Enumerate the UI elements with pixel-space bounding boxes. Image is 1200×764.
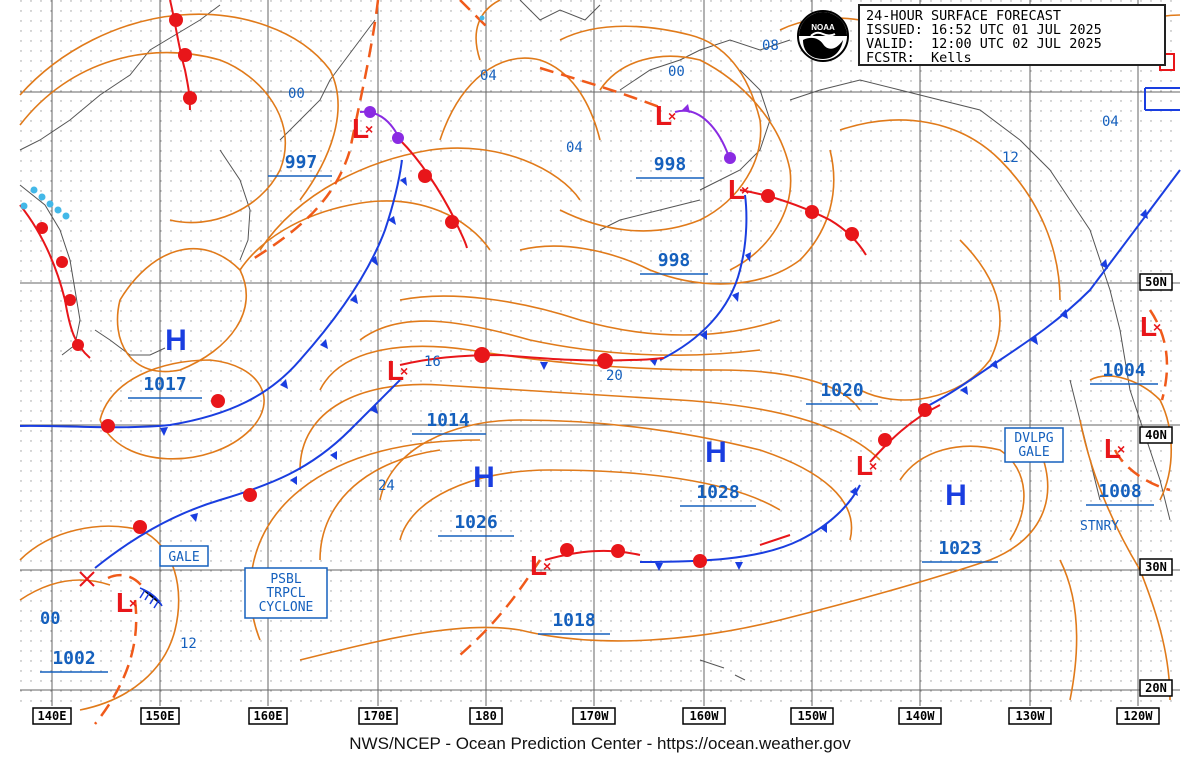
low-symbol: L	[116, 587, 133, 618]
lat-label: 50N	[1145, 275, 1167, 289]
dvlpg-gale-label: GALE	[1018, 445, 1049, 460]
isobar-label: 04	[1102, 114, 1119, 130]
gale-label: GALE	[168, 550, 199, 565]
high-pressure: 1026	[454, 512, 497, 533]
trpcl-label: TRPCL	[266, 586, 305, 601]
high-pressure: 1028	[696, 482, 739, 503]
dvlpg-label: DVLPG	[1014, 431, 1053, 446]
lon-label: 150W	[798, 709, 828, 723]
isobar-label: 08	[762, 38, 779, 54]
lat-label: 20N	[1145, 681, 1167, 695]
low-center-mark: ×	[129, 595, 137, 611]
coastlines	[19, 0, 1171, 521]
low-symbol: L	[856, 450, 873, 481]
lon-label: 160W	[690, 709, 720, 723]
low-center-mark: ×	[741, 182, 749, 198]
storm-marker	[79, 571, 95, 587]
tropical-hatch	[139, 587, 163, 609]
low-center-mark: ×	[1117, 441, 1125, 457]
low-pressure: 1018	[552, 610, 595, 631]
isobar-label: 00	[288, 86, 305, 102]
forecaster: FCSTR: Kells	[866, 50, 972, 66]
low-symbol: L	[530, 550, 547, 581]
longitude-labels: 140E 150E 160E 170E 180 170W 160W 150W 1…	[32, 707, 1160, 725]
warm-front-bumps	[36, 13, 932, 568]
psbl-label: PSBL	[270, 572, 301, 587]
low-symbol: L	[728, 174, 745, 205]
low-symbol: L	[352, 113, 369, 144]
cold-air-dots	[20, 15, 485, 220]
high-symbol: H	[473, 461, 495, 494]
forecast-title: 24-HOUR SURFACE FORECAST	[866, 8, 1062, 24]
noaa-logo: NOAA	[797, 10, 849, 62]
occluded-front-symbols	[364, 104, 736, 164]
low-symbol: L	[1140, 311, 1157, 342]
isobar-labels: 00 04 04 08 04 12 00 16 20 24 00 12	[40, 38, 1119, 652]
isobar-label: 12	[180, 636, 197, 652]
low-pressure: 1014	[426, 410, 470, 431]
troughs	[94, 0, 1171, 725]
low-center-mark: ×	[1153, 319, 1161, 335]
low-pressure: 1008	[1098, 481, 1141, 502]
lon-label: 180	[475, 709, 497, 723]
footer-credit: NWS/NCEP - Ocean Prediction Center - htt…	[349, 734, 851, 753]
valid-time: VALID: 12:00 UTC 02 JUL 2025	[866, 36, 1102, 52]
isobar-label: 00	[40, 609, 60, 629]
isobar-label: 04	[480, 68, 497, 84]
lat-label: 40N	[1145, 428, 1167, 442]
high-pressure: 1023	[938, 538, 981, 559]
isobars	[19, 0, 1181, 711]
lon-label: 150E	[146, 709, 175, 723]
low-symbol: L	[1104, 433, 1121, 464]
high-symbol: H	[705, 436, 727, 469]
stationary-front-segment	[759, 534, 791, 546]
lon-label: 130W	[1016, 709, 1046, 723]
low-centers: L × 997 L × 998 L × 998 L × 1014 L × 101…	[40, 100, 1161, 673]
high-centers: H 1017 H 1026 H 1028 H 1023	[128, 324, 998, 563]
forecast-info-box: 24-HOUR SURFACE FORECAST ISSUED: 16:52 U…	[858, 4, 1166, 66]
latitude-labels: 50N 40N 30N 20N	[1139, 273, 1173, 697]
low-center-mark: ×	[668, 108, 676, 124]
low-center-mark: ×	[400, 363, 408, 379]
hawaiian-islands	[699, 659, 746, 681]
low-pressure: 1004	[1102, 360, 1146, 381]
noaa-logo-text: NOAA	[811, 23, 835, 32]
high-pressure: 1017	[143, 374, 186, 395]
gale-warning: GALE	[159, 545, 209, 567]
cyclone-label: CYCLONE	[259, 600, 314, 615]
low-pressure: 998	[654, 154, 687, 175]
low-pressure: 1002	[52, 648, 95, 669]
low-symbol: L	[387, 355, 404, 386]
isobar-label: 12	[1002, 150, 1019, 166]
lon-label: 170W	[580, 709, 610, 723]
lon-label: 160E	[254, 709, 283, 723]
low-pressure: 998	[658, 250, 691, 271]
low-center-mark: ×	[365, 121, 373, 137]
isobar-label: 04	[566, 140, 583, 156]
low-center-mark: ×	[543, 558, 551, 574]
isobar-label: 24	[378, 478, 395, 494]
low-pressure: 1020	[820, 380, 863, 401]
dotted-background	[20, 0, 1180, 706]
isobar-label: 20	[606, 368, 623, 384]
cold-fronts	[19, 159, 1181, 569]
lon-label: 120W	[1124, 709, 1154, 723]
isobar-label: 16	[424, 354, 441, 370]
developing-gale-box: DVLPG GALE	[1004, 427, 1064, 463]
lon-label: 140E	[38, 709, 67, 723]
low-pressure: 997	[285, 152, 318, 173]
high-symbol: H	[945, 479, 967, 512]
stationary-label: STNRY	[1080, 519, 1119, 534]
lon-label: 170E	[364, 709, 393, 723]
cold-front-triangles	[160, 177, 1148, 571]
low-symbol: L	[655, 100, 672, 131]
tropical-cyclone-box: PSBL TRPCL CYCLONE	[244, 567, 328, 619]
issued-time: ISSUED: 16:52 UTC 01 JUL 2025	[866, 22, 1102, 38]
high-symbol: H	[165, 324, 187, 357]
low-center-mark: ×	[869, 458, 877, 474]
isobar-label: 00	[668, 64, 685, 80]
lon-label: 140W	[906, 709, 936, 723]
lat-label: 30N	[1145, 560, 1167, 574]
